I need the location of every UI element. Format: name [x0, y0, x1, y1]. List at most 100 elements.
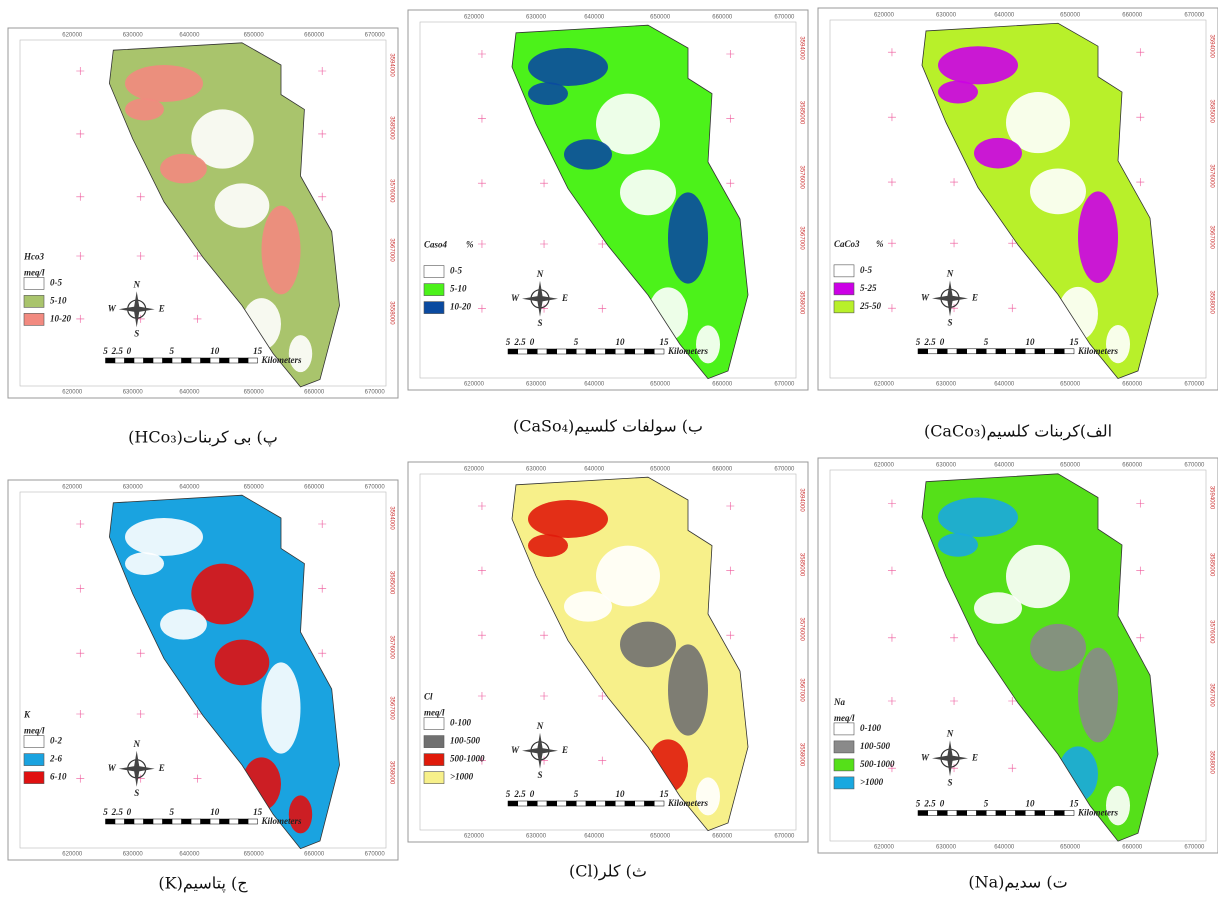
scale-label: 0: [127, 346, 132, 356]
scale-segment: [239, 819, 249, 824]
scale-segment: [1016, 349, 1026, 354]
scale-segment: [596, 801, 606, 806]
scale-segment: [1064, 811, 1074, 816]
scale-segment: [977, 811, 987, 816]
legend-label: 0-5: [860, 265, 872, 275]
scale-segment: [996, 811, 1006, 816]
legend-swatch: [24, 754, 44, 766]
scale-segment: [153, 819, 163, 824]
x-coordinate-label: 660000: [304, 852, 325, 858]
legend-swatch: [424, 736, 444, 748]
map-patch: [262, 206, 301, 295]
x-coordinate-label: 660000: [1122, 13, 1143, 19]
map-patch: [938, 533, 978, 557]
scale-segment: [182, 819, 192, 824]
x-coordinate-label: 660000: [1122, 463, 1143, 469]
scale-segment: [248, 819, 258, 824]
map-patch: [215, 183, 270, 227]
scale-segment: [229, 358, 239, 363]
map-patch: [1030, 168, 1086, 214]
x-coordinate-label: 640000: [584, 382, 605, 388]
x-coordinate-label: 630000: [526, 467, 547, 473]
scale-label: 5: [170, 346, 175, 356]
map-patch: [289, 335, 312, 372]
scale-segment: [635, 349, 645, 354]
legend-swatch: [834, 265, 854, 277]
compass-letter: E: [971, 292, 978, 302]
map-patch: [620, 622, 676, 668]
x-coordinate-label: 640000: [994, 382, 1015, 388]
x-coordinate-label: 670000: [1184, 382, 1205, 388]
scale-segment: [172, 819, 182, 824]
scale-segment: [1045, 811, 1055, 816]
scale-segment: [1064, 349, 1074, 354]
compass-letter: W: [108, 763, 117, 773]
compass-letter: S: [537, 770, 542, 780]
scale-label: 2.5: [923, 799, 936, 809]
scale-segment: [1055, 811, 1065, 816]
scale-segment: [134, 358, 144, 363]
x-coordinate-label: 620000: [874, 845, 895, 851]
legend-label: >1000: [450, 772, 474, 782]
x-coordinate-label: 630000: [936, 382, 957, 388]
legend-label: 0-2: [50, 736, 62, 746]
scale-segment: [557, 801, 567, 806]
x-coordinate-label: 620000: [874, 382, 895, 388]
x-coordinate-label: 620000: [874, 13, 895, 19]
scale-segment: [163, 819, 173, 824]
scale-segment: [1025, 811, 1035, 816]
panel-caption: پ) بی کربنات(HCo₃): [128, 428, 278, 447]
scale-label: 0: [940, 337, 945, 347]
scale-label: 5: [103, 346, 108, 356]
scale-label: 5: [984, 799, 989, 809]
scale-label: 10: [1026, 337, 1036, 347]
scale-segment: [134, 819, 144, 824]
map-patch: [1078, 648, 1118, 743]
x-coordinate-label: 640000: [584, 467, 605, 473]
map-patch: [528, 534, 568, 557]
scale-segment: [576, 801, 586, 806]
scale-segment: [115, 819, 125, 824]
compass-letter: S: [134, 788, 139, 798]
legend-swatch: [24, 277, 44, 289]
map-patch: [938, 81, 978, 104]
map-patch: [125, 65, 203, 102]
y-coordinate-label: 3594000: [1208, 35, 1214, 59]
compass-letter: S: [947, 777, 952, 787]
x-coordinate-label: 640000: [179, 33, 200, 39]
y-coordinate-label: 3567000: [1208, 683, 1214, 707]
scale-segment: [547, 801, 557, 806]
scale-segment: [537, 801, 547, 806]
x-coordinate-label: 670000: [365, 852, 386, 858]
legend-label: 0-100: [450, 718, 471, 728]
scale-segment: [144, 358, 154, 363]
scale-unit: Kilometers: [261, 355, 302, 365]
scale-segment: [220, 358, 230, 363]
scale-label: 0: [530, 337, 535, 347]
x-coordinate-label: 620000: [62, 485, 83, 491]
scale-label: 5: [574, 337, 579, 347]
scale-segment: [567, 801, 577, 806]
scale-segment: [201, 358, 211, 363]
panel-caption: ب) سولفات کلسیم(CaSo₄): [513, 417, 703, 436]
x-coordinate-label: 670000: [774, 382, 795, 388]
scale-segment: [248, 358, 258, 363]
map-panel: 6200006200006300006300006400006400006500…: [408, 10, 808, 436]
scale-segment: [918, 349, 928, 354]
x-coordinate-label: 650000: [244, 33, 265, 39]
scale-label: 0: [940, 799, 945, 809]
scale-segment: [654, 349, 664, 354]
legend-title: Caso4: [424, 240, 448, 250]
scale-unit: Kilometers: [1077, 346, 1118, 356]
scale-segment: [586, 349, 596, 354]
scale-label: 5: [506, 789, 511, 799]
scale-segment: [645, 801, 655, 806]
y-coordinate-label: 3594000: [388, 53, 394, 77]
x-coordinate-label: 670000: [774, 15, 795, 21]
map-patch: [1106, 786, 1130, 826]
legend-label: 100-500: [860, 741, 890, 751]
map-patch: [974, 138, 1022, 169]
y-coordinate-label: 3576000: [798, 166, 804, 190]
legend-swatch: [424, 284, 444, 296]
map-patch: [160, 154, 207, 184]
